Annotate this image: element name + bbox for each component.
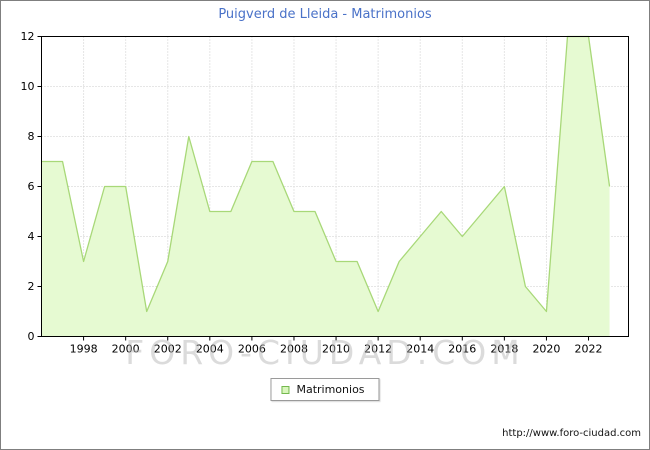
legend-series-label: Matrimonios bbox=[296, 383, 365, 396]
chart-title: Puigverd de Lleida - Matrimonios bbox=[218, 7, 432, 22]
footer-url-link[interactable]: http://www.foro-ciudad.com bbox=[502, 428, 641, 439]
svg-text:2008: 2008 bbox=[280, 343, 308, 356]
svg-text:2016: 2016 bbox=[448, 343, 476, 356]
svg-text:2012: 2012 bbox=[364, 343, 392, 356]
svg-text:0: 0 bbox=[28, 330, 35, 343]
chart-legend: Matrimonios bbox=[270, 378, 380, 401]
svg-text:2020: 2020 bbox=[532, 343, 560, 356]
svg-text:10: 10 bbox=[21, 80, 35, 93]
legend-series-marker bbox=[281, 385, 290, 394]
svg-text:4: 4 bbox=[28, 230, 35, 243]
svg-text:8: 8 bbox=[28, 130, 35, 143]
svg-text:2000: 2000 bbox=[112, 343, 140, 356]
svg-text:2002: 2002 bbox=[154, 343, 182, 356]
svg-text:12: 12 bbox=[21, 30, 35, 43]
svg-text:2018: 2018 bbox=[490, 343, 518, 356]
svg-text:2014: 2014 bbox=[406, 343, 434, 356]
svg-text:2004: 2004 bbox=[196, 343, 224, 356]
svg-text:2006: 2006 bbox=[238, 343, 266, 356]
svg-text:2: 2 bbox=[28, 280, 35, 293]
svg-text:2022: 2022 bbox=[575, 343, 603, 356]
svg-text:1998: 1998 bbox=[70, 343, 98, 356]
svg-text:6: 6 bbox=[28, 180, 35, 193]
svg-text:2010: 2010 bbox=[322, 343, 350, 356]
